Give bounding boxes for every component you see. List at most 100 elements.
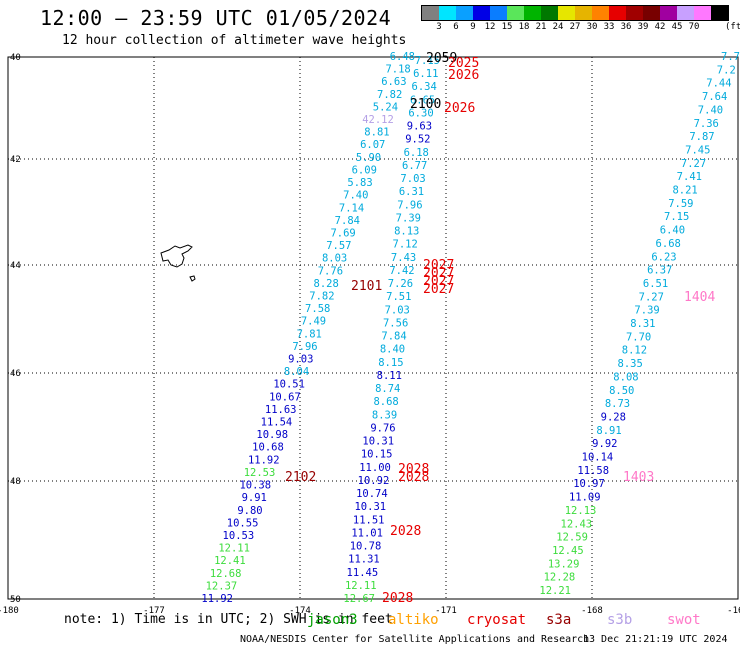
swh-value: 8.74 xyxy=(375,383,400,395)
scale-label: 30 xyxy=(586,22,598,32)
swh-value: 12.59 xyxy=(556,532,588,544)
swh-value: 7.27 xyxy=(639,291,664,303)
swh-value: 12.11 xyxy=(345,580,377,592)
swh-value: 6.23 xyxy=(651,251,676,263)
swh-value: 9.92 xyxy=(592,438,617,450)
swh-value: 5.90 xyxy=(356,152,381,164)
swh-value: 11.31 xyxy=(348,554,380,566)
time-tag: 2026 xyxy=(444,101,475,116)
swh-value: 10.38 xyxy=(239,480,271,492)
swh-value: 10.53 xyxy=(223,530,255,542)
time-tag: 2028 xyxy=(398,462,429,477)
swh-value: 8.39 xyxy=(372,409,397,421)
swh-value: 11.45 xyxy=(347,567,379,579)
time-tag: 2028 xyxy=(382,591,413,606)
swh-value: 7.03 xyxy=(400,173,425,185)
scale-label: 21 xyxy=(535,22,547,32)
time-tag: 2059 xyxy=(426,51,457,66)
swh-value: 7.64 xyxy=(702,91,727,103)
swh-value: 12.67 xyxy=(343,593,375,605)
swh-value: 5.83 xyxy=(347,177,372,189)
swh-value: 7.76 xyxy=(318,265,343,277)
scale-swatches xyxy=(421,5,729,21)
swh-value: 11.58 xyxy=(577,465,609,477)
scale-swatch xyxy=(660,6,677,20)
swh-value: 7.36 xyxy=(694,118,719,130)
swh-value: 11.00 xyxy=(359,462,391,474)
mission-legend-item: cryosat xyxy=(467,612,527,628)
page-subtitle: 12 hour collection of altimeter wave hei… xyxy=(62,33,407,48)
scale-label: 42 xyxy=(654,22,666,32)
swh-value: 7.27 xyxy=(681,158,706,170)
swh-value: 10.31 xyxy=(354,501,386,513)
swh-value: 7.51 xyxy=(386,291,411,303)
scale-swatch xyxy=(541,6,558,20)
swh-value: 8.50 xyxy=(609,385,634,397)
scale-swatch xyxy=(626,6,643,20)
swh-value: 7.84 xyxy=(335,215,360,227)
lat-tick-label: 50 xyxy=(10,595,21,605)
scale-swatch xyxy=(643,6,660,20)
lat-tick-label: 46 xyxy=(10,369,21,379)
track-a: 6.487.186.637.825.2442.128.816.075.906.0… xyxy=(201,51,415,605)
mission-legend-item: jason3 xyxy=(307,612,358,628)
swh-value: 9.03 xyxy=(288,354,313,366)
time-tag: 1404 xyxy=(684,290,715,305)
created-timestamp: 13 Dec 21:21:19 UTC 2024 xyxy=(583,634,728,645)
swh-value: 12.13 xyxy=(565,505,597,517)
swh-value: 6.63 xyxy=(381,76,406,88)
swh-value: 6.77 xyxy=(402,160,427,172)
swh-value: 7.40 xyxy=(343,190,368,202)
swh-value: 11.09 xyxy=(569,492,601,504)
time-tag: 2100 xyxy=(410,97,441,112)
swh-value: 7.82 xyxy=(309,290,334,302)
swh-value: 6.30 xyxy=(408,107,433,119)
scale-label: 12 xyxy=(484,22,496,32)
swh-value: 8.08 xyxy=(613,371,638,383)
scale-swatch xyxy=(473,6,490,20)
swh-value: 7.70 xyxy=(626,331,651,343)
time-tag: 2027 xyxy=(423,274,454,289)
swh-value: 10.14 xyxy=(582,452,614,464)
swh-value: 7.87 xyxy=(689,131,714,143)
swh-value: 7.39 xyxy=(634,305,659,317)
swh-value: 10.74 xyxy=(356,488,388,500)
swh-value: 6.40 xyxy=(660,225,685,237)
time-tag: 2101 xyxy=(351,279,382,294)
scale-swatch xyxy=(592,6,609,20)
swh-value: 8.03 xyxy=(322,253,347,265)
time-tag: 2027 xyxy=(423,282,454,297)
swh-value: 10.15 xyxy=(361,449,393,461)
swh-value: 9.28 xyxy=(601,411,626,423)
swh-value: 7.42 xyxy=(389,265,414,277)
swh-value: 7.56 xyxy=(383,317,408,329)
swh-value: 7.69 xyxy=(330,227,355,239)
swh-value: 7.96 xyxy=(292,341,317,353)
swh-value: 10.55 xyxy=(227,517,259,529)
scale-label: 27 xyxy=(569,22,581,32)
swh-value: 12.37 xyxy=(206,580,238,592)
swh-value: 6.09 xyxy=(352,164,377,176)
swh-value: 12.68 xyxy=(210,568,242,580)
swh-value: 11.01 xyxy=(351,527,383,539)
footnote: note: 1) Time is in UTC; 2) SWH is in fe… xyxy=(64,612,393,627)
axis-tick-labels: -180 -177 -174 -171 -168 -165 40 42 44 46 48 50 xyxy=(0,53,740,616)
swh-value: 11.51 xyxy=(353,514,385,526)
swh-value: 9.91 xyxy=(242,492,267,504)
swh-value: 12.43 xyxy=(561,518,593,530)
swh-value: 6.65 xyxy=(410,94,435,106)
swh-value: 6.48 xyxy=(390,51,415,63)
swh-value: 11.54 xyxy=(261,417,293,429)
swh-value: 10.92 xyxy=(358,475,390,487)
scale-label: 18 xyxy=(518,22,530,32)
scale-label: 24 xyxy=(552,22,564,32)
swh-value: 7.18 xyxy=(385,64,410,76)
swh-value: 8.11 xyxy=(377,370,402,382)
scale-swatch xyxy=(575,6,592,20)
swh-value: 8.68 xyxy=(373,396,398,408)
lon-tick-label: -177 xyxy=(143,606,165,616)
swh-value: 11.92 xyxy=(248,454,280,466)
swh-value: 7.15 xyxy=(415,55,440,67)
scale-label: 45 xyxy=(671,22,683,32)
